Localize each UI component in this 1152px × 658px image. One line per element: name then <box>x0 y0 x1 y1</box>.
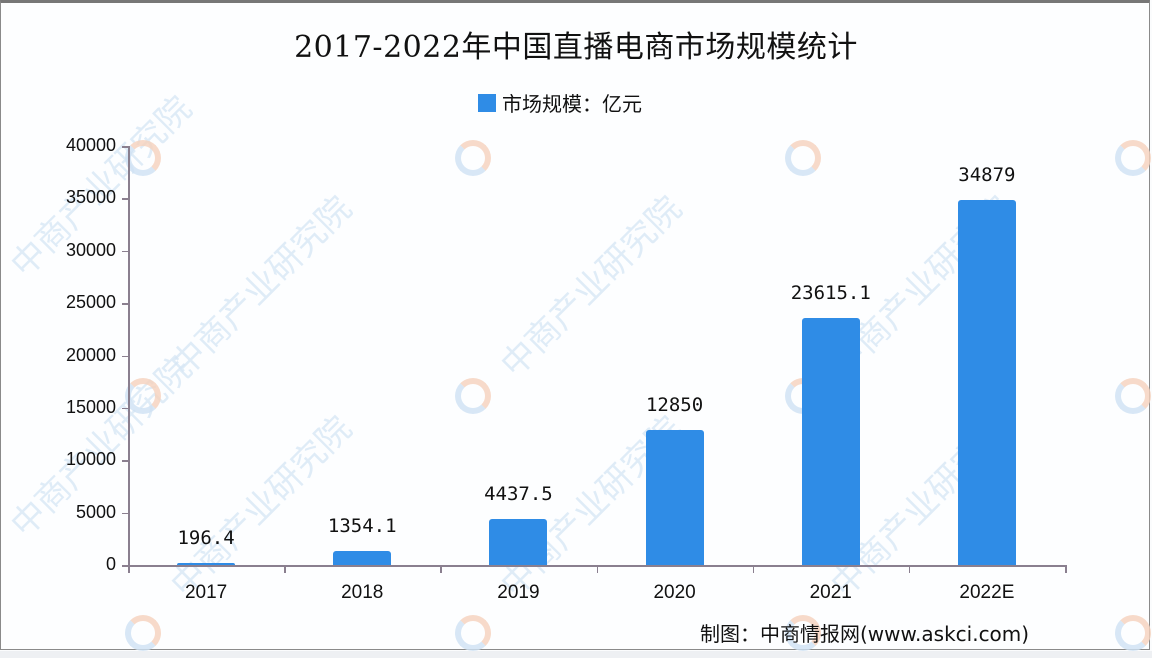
y-axis <box>128 146 130 573</box>
y-tick-mark <box>122 355 128 357</box>
y-tick-label: 40000 <box>65 135 116 155</box>
watermark-logo-icon <box>785 140 821 176</box>
watermark-logo-icon <box>455 140 491 176</box>
y-tick-mark <box>122 460 128 462</box>
bar-2019 <box>489 518 548 565</box>
bar-2022E <box>957 199 1016 565</box>
x-tick-label: 2021 <box>809 582 852 603</box>
y-tick-mark <box>122 303 128 305</box>
y-tick-mark <box>122 512 128 515</box>
x-tick-mark <box>284 565 286 573</box>
x-tick-label: 2020 <box>653 582 696 603</box>
value-label: 23615.1 <box>790 281 871 304</box>
y-tick-label: 30000 <box>65 239 116 260</box>
bottom-strip <box>0 651 1152 658</box>
x-tick-mark <box>1065 565 1067 573</box>
watermark-logo-icon <box>1115 378 1151 414</box>
watermark-logo-icon <box>1115 615 1151 651</box>
x-tick-label: 2019 <box>497 582 540 603</box>
y-tick-label: 10000 <box>65 449 116 470</box>
value-label: 34879 <box>958 163 1016 186</box>
x-tick-mark <box>908 565 911 573</box>
watermark-logo-icon <box>455 378 491 414</box>
legend: 市场规模：亿元 <box>478 88 642 117</box>
value-label: 196.4 <box>177 526 235 549</box>
x-tick-label: 2018 <box>341 582 384 603</box>
y-tick-mark <box>122 198 128 200</box>
y-tick-label: 35000 <box>65 187 116 208</box>
x-tick-mark <box>440 565 442 573</box>
x-tick-mark <box>128 565 130 573</box>
watermark-logo-icon <box>785 615 821 651</box>
x-tick-mark <box>752 565 755 573</box>
value-label: 12850 <box>645 394 704 417</box>
bar-2017 <box>177 562 236 565</box>
bar-2020 <box>645 430 704 565</box>
y-tick-mark <box>122 407 128 410</box>
y-tick-mark <box>122 146 128 148</box>
y-tick-label: 15000 <box>65 396 116 417</box>
chart-title: 2017-2022年中国直播电商市场规模统计 <box>294 30 858 65</box>
y-tick-mark <box>122 565 128 567</box>
legend-swatch <box>478 93 496 112</box>
x-tick-mark <box>596 565 598 573</box>
value-label: 1354.1 <box>327 514 397 537</box>
legend-label: 市场规模：亿元 <box>502 92 642 116</box>
y-tick-label: 5000 <box>75 501 116 522</box>
source-credit: 制图：中商情报网(www.askci.com) <box>700 622 1030 646</box>
y-tick-mark <box>122 250 128 253</box>
watermark-logo-icon <box>455 615 491 651</box>
y-tick-label: 20000 <box>65 344 116 365</box>
bar-2021 <box>801 317 860 565</box>
value-label: 4437.5 <box>484 482 553 505</box>
bar-2018 <box>333 550 392 565</box>
x-tick-label: 2017 <box>184 582 228 603</box>
y-tick-label: 0 <box>105 554 116 574</box>
watermark-logo-icon <box>125 615 161 651</box>
y-tick-label: 25000 <box>65 292 116 313</box>
watermark-logo-icon <box>1115 140 1151 176</box>
x-tick-label: 2022E <box>959 582 1015 603</box>
